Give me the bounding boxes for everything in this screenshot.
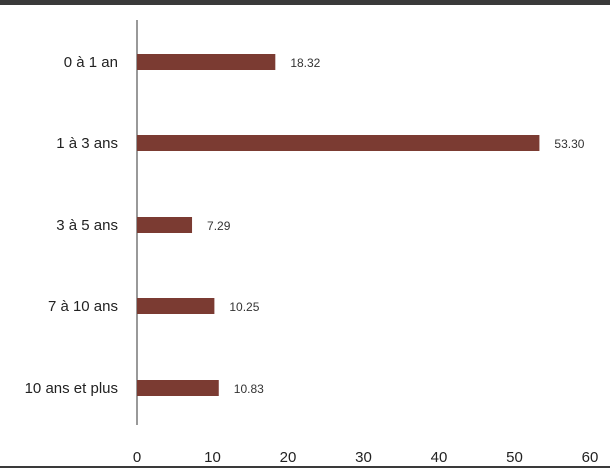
x-tick-label-1: 10 — [204, 449, 221, 466]
x-tick-label-0: 0 — [133, 449, 141, 466]
category-label-3: 7 à 10 ans — [48, 298, 118, 315]
category-label-1: 1 à 3 ans — [56, 135, 118, 152]
bottom-border — [0, 466, 610, 468]
category-label-4: 10 ans et plus — [25, 380, 118, 397]
category-label-2: 3 à 5 ans — [56, 217, 118, 234]
x-tick-label-3: 30 — [355, 449, 372, 466]
value-labels-group: 18.32 53.30 7.29 10.25 10.83 — [207, 56, 585, 396]
bar-4 — [137, 380, 219, 396]
bar-1 — [137, 135, 540, 151]
x-tick-label-6: 60 — [582, 449, 599, 466]
top-border — [0, 0, 610, 5]
x-tick-labels-group: 0 10 20 30 40 50 60 — [133, 449, 599, 466]
x-tick-label-5: 50 — [506, 449, 523, 466]
value-label-2: 7.29 — [207, 219, 231, 233]
category-labels-group: 0 à 1 an 1 à 3 ans 3 à 5 ans 7 à 10 ans 10 a… — [25, 54, 118, 397]
bar-2 — [137, 217, 193, 233]
value-label-0: 18.32 — [290, 56, 320, 70]
category-label-0: 0 à 1 an — [64, 54, 118, 71]
x-tick-label-4: 40 — [431, 449, 448, 466]
value-label-3: 10.25 — [229, 300, 259, 314]
bars-group — [137, 54, 540, 396]
bar-0 — [137, 54, 276, 70]
x-tick-label-2: 20 — [280, 449, 297, 466]
bar-3 — [137, 298, 215, 314]
value-label-1: 53.30 — [554, 137, 584, 151]
value-label-4: 10.83 — [234, 382, 264, 396]
